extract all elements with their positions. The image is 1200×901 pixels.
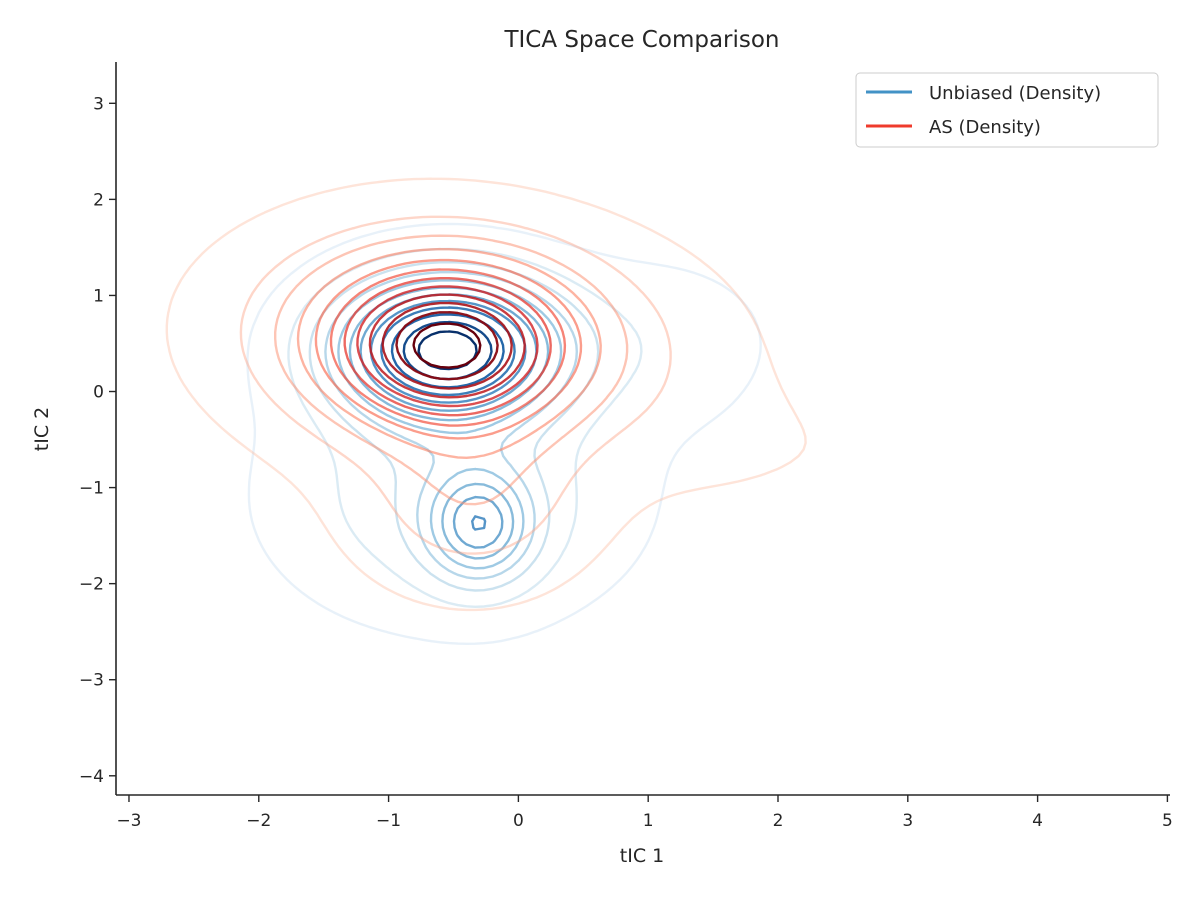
contour-line bbox=[329, 268, 567, 427]
x-tick-label: −2 bbox=[246, 811, 271, 831]
contour-line bbox=[380, 306, 516, 397]
x-ticks: −3 −2 −1 0 1 2 3 4 5 bbox=[116, 795, 1173, 831]
x-tick-label: 3 bbox=[902, 811, 913, 831]
contour-line bbox=[314, 258, 583, 440]
contour-line bbox=[165, 177, 807, 612]
contour-line bbox=[356, 285, 539, 408]
contour-line bbox=[412, 322, 482, 369]
y-tick-label: −2 bbox=[79, 575, 104, 595]
contour-line bbox=[246, 222, 762, 645]
x-tick-label: 4 bbox=[1032, 811, 1043, 831]
legend-label-as: AS (Density) bbox=[929, 117, 1041, 138]
y-tick-label: 3 bbox=[93, 94, 104, 114]
y-tick-label: 1 bbox=[93, 286, 104, 306]
contour-line bbox=[381, 301, 513, 390]
x-tick-label: −1 bbox=[376, 811, 401, 831]
contour-line bbox=[343, 277, 552, 417]
contour-line bbox=[296, 247, 602, 459]
contour-layer bbox=[165, 177, 807, 645]
x-tick-label: 1 bbox=[643, 811, 654, 831]
y-ticks: −4 −3 −2 −1 0 1 2 3 bbox=[79, 94, 116, 787]
contour-line bbox=[368, 293, 526, 399]
legend-label-unbiased: Unbiased (Density) bbox=[929, 83, 1101, 104]
y-tick-label: 0 bbox=[93, 383, 104, 403]
y-tick-label: −1 bbox=[79, 479, 104, 499]
contour-line bbox=[359, 293, 538, 549]
x-tick-label: 5 bbox=[1162, 811, 1173, 831]
x-tick-label: −3 bbox=[116, 811, 141, 831]
contour-line bbox=[287, 247, 643, 608]
axes bbox=[115, 62, 1170, 796]
legend: Unbiased (Density) AS (Density) bbox=[855, 72, 1159, 148]
y-tick-label: 2 bbox=[93, 190, 104, 210]
legend-frame bbox=[855, 72, 1159, 148]
contour-line bbox=[274, 234, 629, 506]
x-tick-label: 2 bbox=[773, 811, 784, 831]
contour-line bbox=[239, 215, 672, 555]
y-axis-label: tIC 2 bbox=[31, 407, 53, 451]
y-tick-label: −4 bbox=[79, 767, 104, 787]
y-tick-label: −3 bbox=[79, 671, 104, 691]
x-tick-label: 0 bbox=[513, 811, 524, 831]
x-axis-label: tIC 1 bbox=[620, 845, 664, 867]
chart-title: TICA Space Comparison bbox=[503, 27, 779, 53]
contour-line bbox=[395, 311, 499, 381]
